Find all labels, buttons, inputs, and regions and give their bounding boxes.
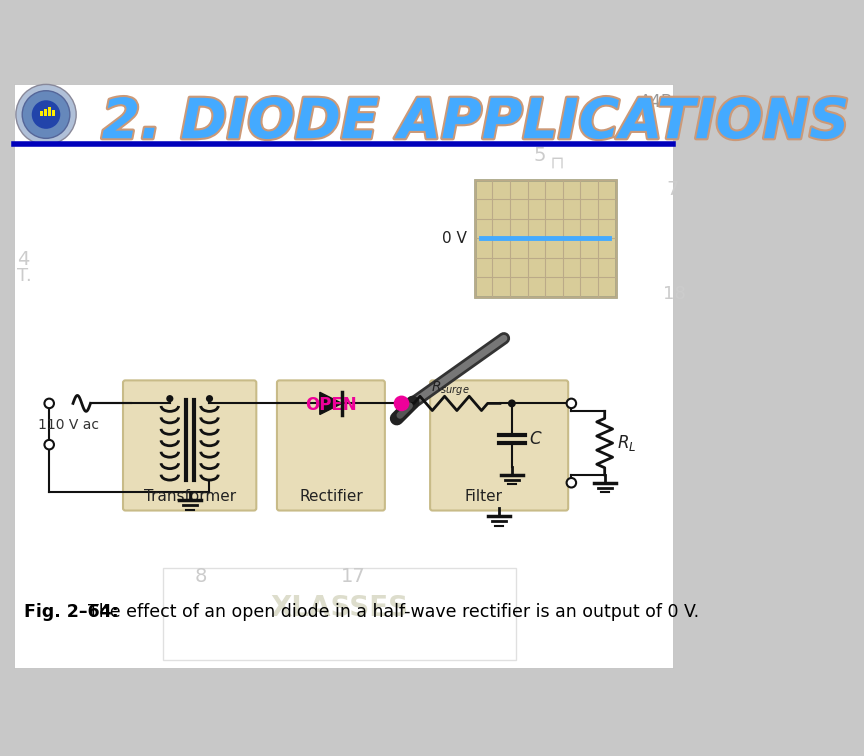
Text: Rectifier: Rectifier [299, 488, 363, 503]
Circle shape [508, 399, 516, 407]
Text: $R_L$: $R_L$ [617, 433, 636, 453]
Text: 4: 4 [17, 249, 30, 268]
Text: 110 V ac: 110 V ac [38, 418, 99, 432]
Text: 2. DIODE APPLICATIONS: 2. DIODE APPLICATIONS [102, 96, 848, 150]
Circle shape [206, 395, 213, 402]
Text: 0 V: 0 V [442, 231, 467, 246]
Circle shape [567, 478, 576, 488]
FancyBboxPatch shape [277, 380, 384, 510]
Circle shape [44, 440, 54, 449]
Bar [48, 107, 51, 116]
Text: XLASSES: XLASSES [270, 594, 409, 622]
Bar [40, 111, 43, 116]
Circle shape [394, 396, 409, 411]
Text: Transformer: Transformer [143, 488, 236, 503]
Text: The effect of an open diode in a half-wave rectifier is an output of 0 V.: The effect of an open diode in a half-wa… [77, 603, 699, 621]
Text: ┌┐: ┌┐ [548, 150, 568, 168]
Text: 17: 17 [341, 567, 366, 586]
Bar [162, 569, 516, 660]
Text: 5: 5 [533, 147, 546, 166]
Text: Filter: Filter [464, 488, 502, 503]
FancyBboxPatch shape [123, 380, 257, 510]
Text: Fig. 2–64:: Fig. 2–64: [24, 603, 118, 621]
Bar [44, 109, 47, 116]
Text: $R_{surge}$: $R_{surge}$ [431, 380, 470, 398]
Circle shape [22, 91, 70, 138]
Bar [52, 110, 54, 116]
FancyBboxPatch shape [430, 380, 569, 510]
Circle shape [32, 101, 60, 129]
Bar [474, 180, 616, 297]
Text: A4B: A4B [639, 93, 673, 111]
Text: 7: 7 [667, 181, 679, 200]
Text: $C$: $C$ [530, 430, 543, 448]
Text: 8: 8 [194, 567, 206, 586]
Polygon shape [320, 392, 342, 414]
Text: OPEN: OPEN [305, 396, 357, 414]
Circle shape [567, 398, 576, 408]
Circle shape [44, 398, 54, 408]
Circle shape [166, 395, 174, 402]
Circle shape [16, 85, 76, 144]
Text: T.: T. [17, 267, 32, 285]
Text: 18: 18 [664, 285, 686, 302]
